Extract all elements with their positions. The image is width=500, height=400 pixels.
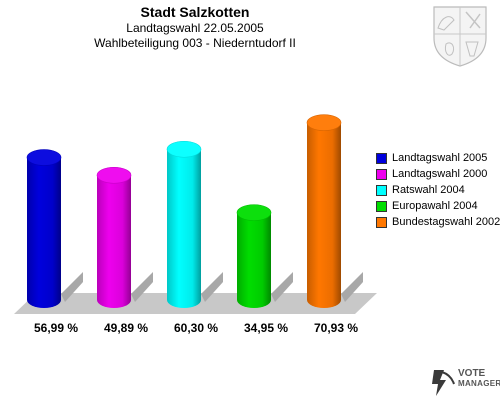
bar-shadow [271, 272, 293, 302]
title-block: Stadt Salzkotten Landtagswahl 22.05.2005… [0, 4, 390, 51]
bar [96, 166, 132, 308]
brand-line-vote: VOTE [458, 368, 486, 379]
bar-body [97, 175, 131, 308]
bar-top [166, 140, 202, 158]
legend-label: Ratswahl 2004 [392, 184, 465, 196]
bar-body [27, 157, 61, 308]
value-label: 56,99 % [34, 321, 78, 335]
legend-swatch [376, 200, 387, 212]
brand-line-manager: MANAGER [458, 379, 500, 388]
chart-subtitle-participation: Wahlbeteiligung 003 - Niederntudorf II [94, 36, 296, 50]
legend-label: Landtagswahl 2000 [392, 168, 488, 180]
legend: Landtagswahl 2005 Landtagswahl 2000 Ratswa… [376, 150, 500, 230]
legend-item: Europawahl 2004 [376, 198, 500, 214]
bars-group [26, 114, 363, 308]
bar-top [96, 166, 132, 184]
chart-subtitle: Landtagswahl 22.05.2005 [126, 21, 264, 35]
bar-body [167, 149, 201, 308]
legend-swatch [376, 184, 387, 196]
bar-shadow [341, 272, 363, 302]
legend-swatch [376, 216, 387, 228]
bar [26, 149, 62, 308]
legend-swatch [376, 152, 387, 164]
value-labels-group: 56,99 % 49,89 % 60,30 % 34,95 % 70,93 % [34, 321, 358, 335]
legend-label: Landtagswahl 2005 [392, 152, 488, 164]
chart-title: Stadt Salzkotten [140, 4, 250, 20]
value-label: 49,89 % [104, 321, 148, 335]
legend-label: Europawahl 2004 [392, 200, 478, 212]
vote-manager-logo-icon [432, 370, 455, 396]
bar [306, 114, 342, 308]
bar-top [236, 204, 272, 221]
bar-shadow [201, 272, 223, 302]
bar-shadow [131, 272, 153, 302]
legend-swatch [376, 168, 387, 180]
bar-top [26, 149, 62, 166]
bar [166, 140, 202, 308]
bar-top [306, 114, 342, 131]
bar-body [307, 122, 341, 308]
brand-text: VOTE MANAGER [458, 369, 500, 389]
value-label: 34,95 % [244, 321, 288, 335]
legend-item: Landtagswahl 2000 [376, 166, 500, 182]
value-label: 70,93 % [314, 321, 358, 335]
coat-of-arms-icon [433, 6, 487, 67]
bar [236, 204, 272, 308]
legend-label: Bundestagswahl 2002 [392, 216, 500, 228]
value-label: 60,30 % [174, 321, 218, 335]
legend-item: Ratswahl 2004 [376, 182, 500, 198]
bar-body [237, 212, 271, 308]
bar-shadow [61, 272, 83, 302]
legend-item: Bundestagswahl 2002 [376, 214, 500, 230]
legend-item: Landtagswahl 2005 [376, 150, 500, 166]
